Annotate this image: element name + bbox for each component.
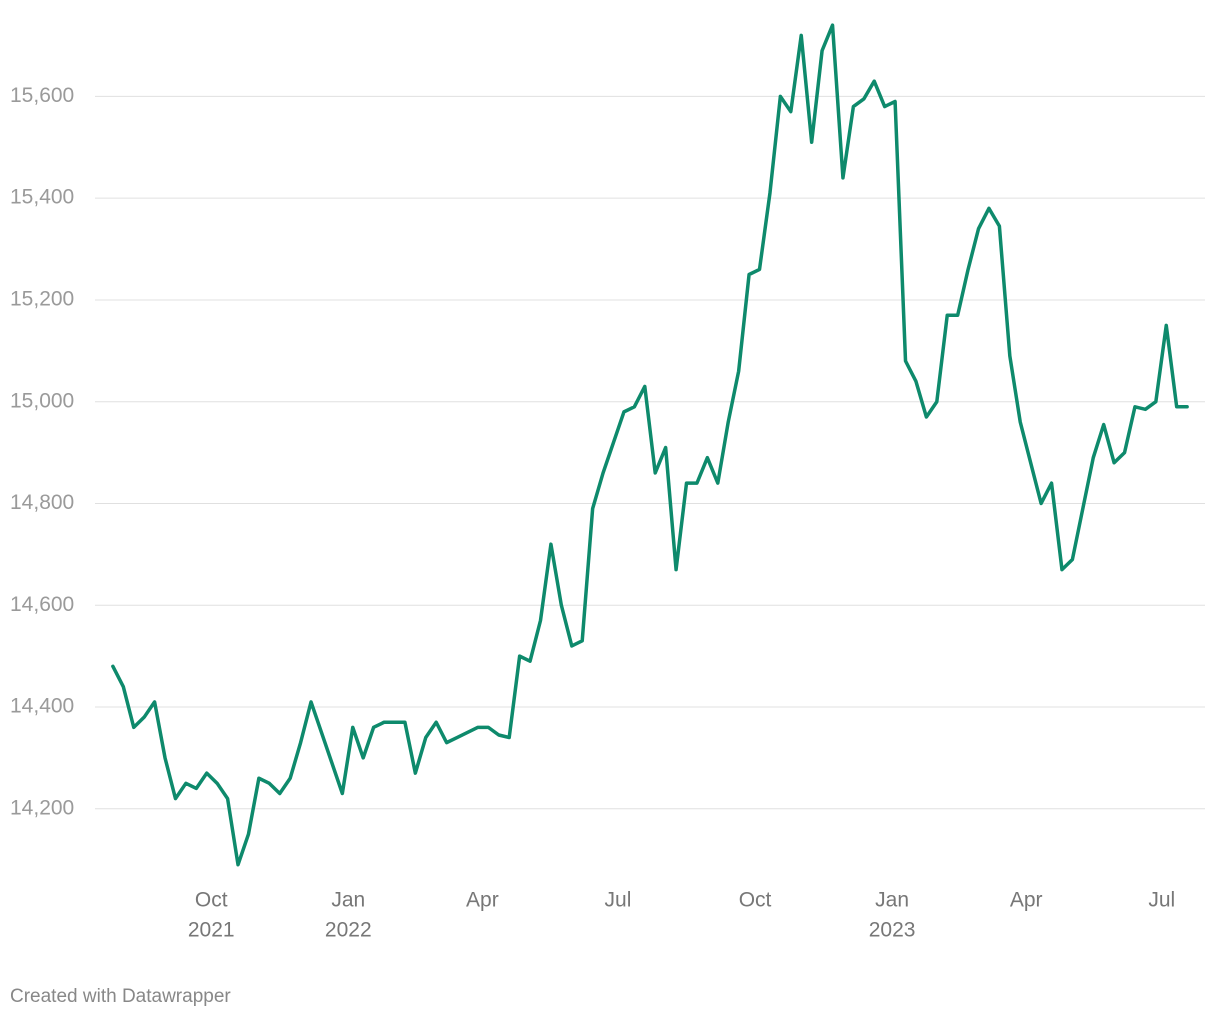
x-tick-label: 2021 (188, 919, 235, 942)
x-tick-label: Jan (331, 889, 365, 912)
x-tick-label: Jul (1148, 889, 1175, 912)
y-tick-label: 14,600 (10, 593, 74, 616)
footer: Created with Datawrapper (10, 986, 231, 1007)
x-tick-label: Jan (875, 889, 909, 912)
y-tick-label: 15,200 (10, 287, 74, 310)
x-tick-label: 2022 (325, 919, 372, 942)
x-tick-label: Oct (739, 889, 772, 912)
x-tick-label: Jul (605, 889, 632, 912)
x-tick-label: Oct (195, 889, 228, 912)
y-tick-label: 15,600 (10, 84, 74, 107)
x-tick-label: 2023 (869, 919, 916, 942)
y-tick-label: 15,000 (10, 389, 74, 412)
x-tick-label: Apr (466, 889, 499, 912)
y-tick-label: 14,200 (10, 796, 74, 819)
y-tick-label: 14,800 (10, 491, 74, 514)
y-tick-label: 14,400 (10, 695, 74, 718)
y-tick-label: 15,400 (10, 186, 74, 209)
line-series (111, 23, 1189, 867)
x-tick-label: Apr (1010, 889, 1043, 912)
